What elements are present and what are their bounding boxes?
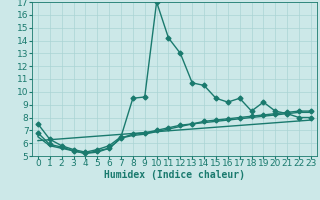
X-axis label: Humidex (Indice chaleur): Humidex (Indice chaleur) (104, 170, 245, 180)
